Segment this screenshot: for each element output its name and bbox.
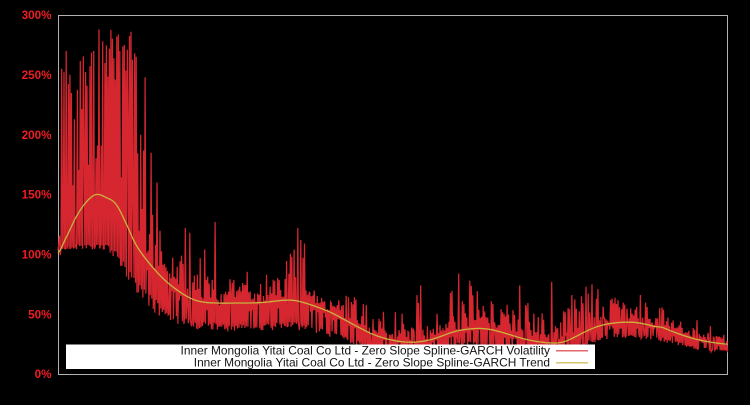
svg-text:100%: 100% [22, 249, 53, 262]
svg-text:Inner Mongolia Yitai Coal Co L: Inner Mongolia Yitai Coal Co Ltd - Zero … [181, 344, 550, 358]
svg-text:50%: 50% [28, 308, 52, 321]
svg-text:300%: 300% [22, 9, 53, 22]
svg-text:200%: 200% [22, 129, 53, 142]
svg-text:150%: 150% [22, 189, 53, 202]
svg-text:250%: 250% [22, 69, 53, 82]
svg-text:Inner Mongolia Yitai Coal Co L: Inner Mongolia Yitai Coal Co Ltd - Zero … [194, 356, 550, 370]
svg-text:0%: 0% [35, 368, 53, 381]
